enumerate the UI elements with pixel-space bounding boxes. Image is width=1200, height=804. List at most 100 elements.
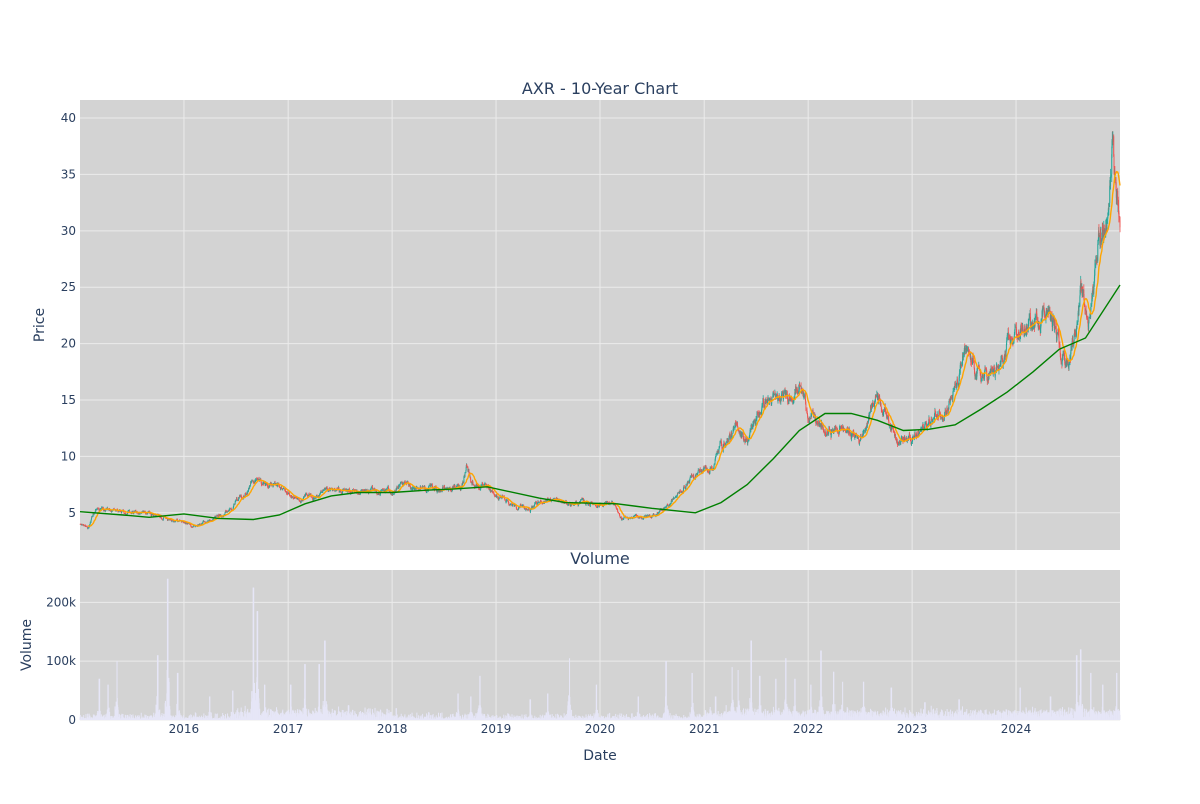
candle: [359, 493, 360, 495]
candle-body: [174, 522, 175, 523]
candle: [445, 487, 446, 489]
candle: [634, 515, 635, 516]
candle-body: [698, 470, 699, 471]
candle: [471, 481, 472, 483]
candle-body: [92, 516, 93, 517]
candle: [191, 526, 192, 528]
candle: [86, 526, 87, 528]
candle-body: [388, 486, 389, 488]
candle: [696, 473, 697, 476]
candle: [261, 484, 262, 486]
candle: [98, 507, 99, 509]
candle-body: [510, 504, 511, 505]
candle: [518, 507, 519, 508]
candle: [289, 494, 290, 497]
candle-body: [293, 498, 294, 499]
candle-body: [82, 525, 83, 526]
candle: [235, 499, 236, 501]
candle-body: [187, 523, 188, 524]
candle-body: [465, 471, 466, 473]
candle-body: [467, 465, 468, 467]
candle-body: [80, 524, 81, 525]
candle-body: [704, 468, 705, 469]
candle-body: [239, 496, 240, 497]
candle-body: [217, 516, 218, 517]
candle-body: [668, 506, 669, 507]
candle-body: [506, 500, 507, 501]
candle-body: [662, 510, 663, 511]
candle: [295, 497, 296, 499]
candle: [718, 450, 719, 453]
candle-body: [311, 497, 312, 498]
candle-body: [726, 442, 727, 445]
candle-body: [538, 503, 539, 504]
candle: [494, 495, 495, 497]
candle-body: [251, 480, 252, 482]
candle-body: [684, 486, 685, 487]
candle: [734, 427, 735, 428]
candle: [311, 496, 312, 497]
candle-body: [532, 506, 533, 508]
candle: [247, 490, 248, 493]
candle-body: [516, 509, 517, 510]
candle: [658, 512, 659, 514]
candle-body: [700, 469, 701, 472]
candle: [299, 500, 300, 501]
candle-body: [547, 498, 548, 499]
candle-body: [285, 491, 286, 492]
candle: [377, 493, 378, 495]
candle: [690, 478, 691, 481]
candle: [291, 495, 292, 498]
candle: [100, 508, 101, 510]
candle-body: [247, 491, 248, 493]
candle: [622, 518, 623, 520]
candle: [688, 481, 689, 483]
candle: [239, 495, 240, 497]
candle-body: [289, 493, 290, 494]
candle-body: [508, 503, 509, 504]
candle-body: [676, 497, 677, 498]
candle: [506, 499, 507, 501]
candle-body: [227, 511, 228, 512]
candle: [255, 478, 256, 481]
candle-body: [672, 499, 673, 501]
candle-body: [730, 436, 731, 438]
candle-body: [96, 509, 97, 510]
candle: [293, 498, 294, 500]
candle-body: [718, 451, 719, 453]
candle-body: [618, 513, 619, 514]
candle: [96, 509, 97, 510]
candle-body: [118, 512, 119, 513]
candle: [496, 494, 497, 497]
candle-body: [283, 488, 284, 489]
candle: [118, 511, 119, 512]
candle-body: [616, 508, 617, 509]
candle-body: [735, 426, 736, 428]
candle: [724, 441, 725, 446]
candle-body: [664, 508, 665, 509]
candle: [215, 516, 216, 518]
candle-body: [646, 515, 647, 516]
candle: [431, 483, 432, 485]
candle-body: [534, 503, 535, 504]
candle: [488, 488, 489, 490]
candle: [473, 482, 474, 486]
candle: [465, 472, 466, 477]
candle-body: [620, 517, 621, 518]
candle: [530, 510, 531, 513]
candle: [698, 468, 699, 473]
candle: [393, 494, 394, 495]
candle-body: [498, 499, 499, 500]
candle: [479, 488, 480, 490]
candle: [162, 518, 163, 520]
candle-body: [644, 516, 645, 517]
candle: [666, 505, 667, 508]
candle: [684, 485, 685, 489]
candle-body: [518, 507, 519, 508]
candle-body: [598, 505, 599, 506]
candle-body: [706, 467, 707, 469]
candle-body: [524, 508, 525, 509]
candle-body: [225, 513, 226, 514]
candle-body: [393, 494, 394, 495]
candle-body: [588, 504, 589, 505]
